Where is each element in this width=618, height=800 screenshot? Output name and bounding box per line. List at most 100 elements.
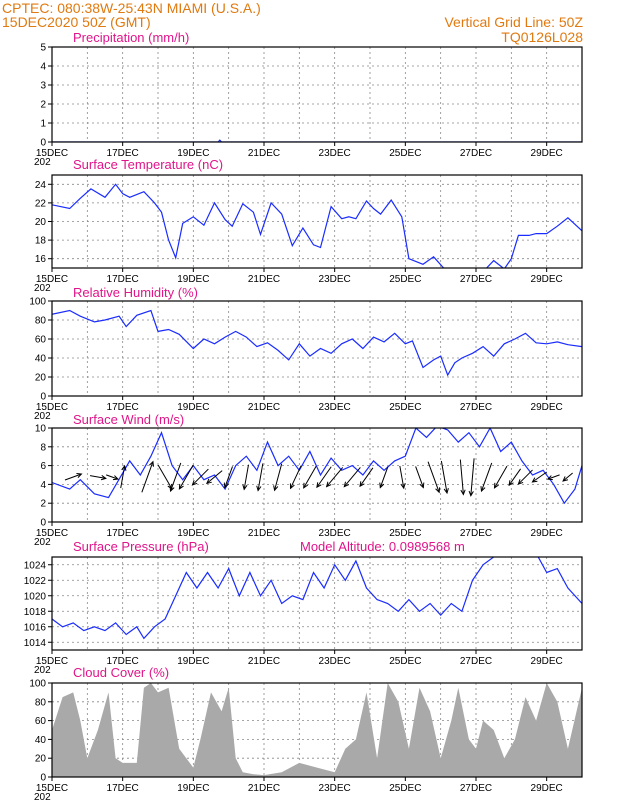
wind-arrow-head bbox=[167, 483, 173, 490]
wind-arrow-head bbox=[343, 481, 350, 488]
rh-xtick-label: 17DEC bbox=[107, 402, 139, 413]
temp-xtick-label: 19DEC bbox=[177, 274, 209, 285]
wind-arrow-head bbox=[273, 485, 279, 492]
temp-ytick-label: 24 bbox=[35, 180, 47, 191]
rh-year-label: 202 bbox=[34, 411, 51, 422]
wind-arrow-shaft bbox=[440, 460, 448, 494]
precip-ytick-label: 1 bbox=[40, 119, 46, 130]
wind-arrow bbox=[531, 471, 548, 483]
wind-arrow bbox=[273, 463, 283, 492]
wind-ytick-label: 4 bbox=[40, 480, 46, 491]
wind-arrow-shaft bbox=[399, 465, 405, 489]
wind-arrow-head bbox=[325, 481, 332, 488]
rh-xtick-label: 29DEC bbox=[531, 402, 563, 413]
wind-arrow-shaft bbox=[178, 464, 194, 490]
wind-arrow-head bbox=[419, 482, 425, 489]
wind-arrow-head bbox=[178, 483, 184, 490]
temp-xtick-label: 17DEC bbox=[107, 274, 139, 285]
wind-arrow bbox=[359, 467, 374, 488]
wind-arrow bbox=[562, 472, 573, 482]
wind-arrow-head bbox=[379, 482, 385, 489]
wind-arrow-head bbox=[169, 486, 175, 493]
wind-ytick-label: 6 bbox=[40, 461, 46, 472]
wind-xtick-label: 25DEC bbox=[389, 528, 421, 539]
temp-xtick-label: 23DEC bbox=[319, 274, 351, 285]
cloud-ytick-label: 100 bbox=[29, 679, 46, 690]
pressure-ytick-label: 1024 bbox=[24, 560, 47, 571]
wind-arrow bbox=[546, 474, 560, 481]
precip-ytick-label: 0 bbox=[40, 138, 46, 149]
precip-ytick-label: 2 bbox=[40, 100, 46, 111]
cloud-xtick-label: 27DEC bbox=[460, 783, 492, 794]
wind-arrow-head bbox=[242, 484, 248, 491]
pressure-line bbox=[52, 557, 582, 640]
wind-arrow-shaft bbox=[562, 472, 573, 482]
wind-arrow bbox=[427, 461, 441, 494]
wind-arrow-shaft bbox=[89, 475, 106, 479]
temp-xtick-label: 21DEC bbox=[248, 274, 280, 285]
wind-arrow-head bbox=[562, 476, 569, 482]
rh-panel: 0 20 40 60 80 100 15DEC 17DEC 19DEC 21DEC 23DEC 25D… bbox=[29, 297, 583, 422]
precip-frame bbox=[51, 46, 583, 143]
cloud-frame bbox=[51, 682, 583, 778]
wind-xtick-label: 15DEC bbox=[36, 528, 68, 539]
wind-arrow bbox=[157, 464, 173, 490]
wind-arrow bbox=[242, 464, 249, 491]
wind-arrow bbox=[303, 465, 317, 489]
wind-arrow-shaft bbox=[547, 474, 560, 480]
wind-arrow-shaft bbox=[141, 461, 154, 493]
pressure-title: Surface Pressure (hPa) bbox=[73, 539, 209, 554]
temp-panel: 16 18 20 22 24 15DEC 17DEC 19DEC 21DEC 23DEC 25DEC… bbox=[34, 174, 583, 294]
precip-xtick-label: 19DEC bbox=[177, 148, 209, 159]
pressure-ytick-label: 1014 bbox=[24, 638, 47, 649]
wind-arrow-head bbox=[316, 482, 322, 489]
wind-arrow-head bbox=[121, 464, 127, 471]
wind-arrow-head bbox=[149, 460, 154, 467]
cloud-area bbox=[52, 683, 582, 777]
wind-arrow bbox=[343, 467, 361, 488]
pressure-xtick-label: 23DEC bbox=[319, 656, 351, 667]
wind-arrow-head bbox=[468, 490, 474, 497]
pressure-frame bbox=[51, 556, 583, 651]
pressure-xtick-label: 25DEC bbox=[389, 656, 421, 667]
wind-arrow-head bbox=[460, 489, 466, 496]
rh-ytick-label: 20 bbox=[35, 373, 47, 384]
rh-xtick-label: 27DEC bbox=[460, 402, 492, 413]
pressure-ytick-label: 1018 bbox=[24, 607, 47, 618]
wind-frame bbox=[51, 427, 583, 523]
wind-xtick-label: 27DEC bbox=[460, 528, 492, 539]
rh-frame bbox=[51, 300, 583, 397]
wind-arrow bbox=[205, 470, 223, 485]
wind-arrow-head bbox=[508, 480, 514, 487]
wind-arrow-head bbox=[100, 475, 107, 481]
wind-arrow bbox=[325, 467, 344, 488]
precip-xtick-label: 21DEC bbox=[248, 148, 280, 159]
wind-ytick-label: 8 bbox=[40, 442, 46, 453]
pressure-xtick-label: 17DEC bbox=[107, 656, 139, 667]
wind-arrow bbox=[316, 466, 332, 489]
wind-arrow bbox=[379, 466, 389, 489]
wind-arrow-head bbox=[546, 475, 553, 481]
precip-xtick-label: 17DEC bbox=[107, 148, 139, 159]
wind-arrow-head bbox=[205, 478, 212, 485]
date-header: 15DEC2020 50Z (GMT) bbox=[2, 14, 151, 30]
cloud-ytick-label: 60 bbox=[35, 716, 47, 727]
wind-arrow-shaft bbox=[290, 465, 302, 489]
wind-xtick-label: 29DEC bbox=[531, 528, 563, 539]
rh-ytick-label: 40 bbox=[35, 354, 47, 365]
temp-ytick-label: 22 bbox=[35, 198, 47, 209]
wind-arrow-head bbox=[400, 483, 406, 490]
cloud-xtick-label: 29DEC bbox=[531, 783, 563, 794]
wind-arrow-shaft bbox=[326, 467, 344, 487]
wind-ytick-label: 10 bbox=[35, 424, 47, 435]
cloud-ytick-label: 20 bbox=[35, 754, 47, 765]
wind-arrow-shaft bbox=[170, 462, 182, 492]
wind-arrow-shaft bbox=[64, 473, 82, 481]
wind-xtick-label: 21DEC bbox=[248, 528, 280, 539]
wind-xtick-label: 17DEC bbox=[107, 528, 139, 539]
precip-ytick-label: 5 bbox=[40, 43, 46, 54]
precip-line bbox=[52, 139, 582, 142]
wind-arrow bbox=[223, 466, 233, 489]
wind-arrow-shaft bbox=[518, 469, 533, 485]
wind-ytick-label: 2 bbox=[40, 499, 46, 510]
